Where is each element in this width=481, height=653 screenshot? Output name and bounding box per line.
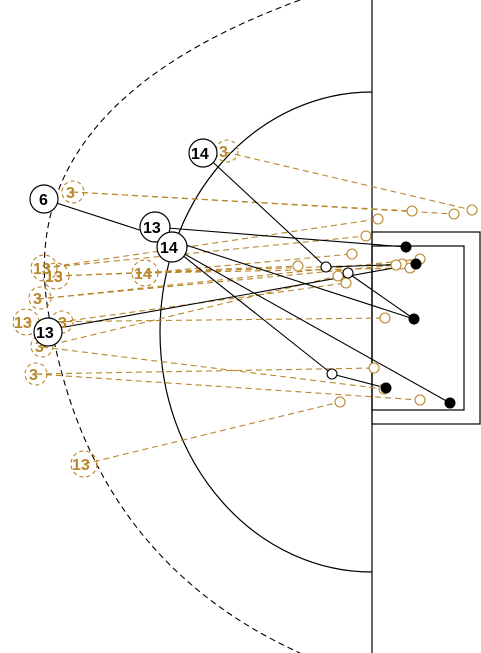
svg-text:3: 3	[33, 291, 42, 308]
svg-text:3: 3	[29, 367, 38, 384]
black-players: 14 6 13 14 13	[29, 138, 218, 347]
svg-text:13: 13	[143, 220, 161, 237]
svg-text:3: 3	[66, 185, 75, 202]
svg-text:14: 14	[160, 240, 178, 257]
black-player-14-top: 14	[188, 138, 218, 168]
svg-text:14: 14	[191, 146, 209, 163]
svg-text:14: 14	[134, 266, 152, 283]
gold-player-13-a: 13	[30, 254, 58, 282]
svg-text:3: 3	[219, 144, 228, 161]
black-player-6: 6	[29, 184, 59, 214]
svg-text:13: 13	[72, 457, 90, 474]
gold-player-14: 14	[131, 259, 159, 287]
black-shot-markers	[320, 241, 456, 409]
gold-player-3-a: 3	[215, 139, 239, 163]
gold-player-13-b: 13	[42, 262, 70, 290]
svg-text:13: 13	[14, 315, 32, 332]
svg-text:13: 13	[45, 269, 63, 286]
goal-inner-box	[371, 245, 465, 411]
gold-player-3-f: 3	[24, 362, 48, 386]
gold-players: 3 3 13 13 14 3 13 3	[12, 139, 239, 478]
gold-shot-markers	[292, 204, 478, 408]
svg-text:3: 3	[58, 315, 67, 332]
gold-player-3-b: 3	[61, 180, 85, 204]
six-meter-arc	[159, 91, 373, 573]
svg-text:3: 3	[35, 339, 44, 356]
black-player-13-mid: 13	[139, 211, 171, 243]
nine-meter-dashed-arc	[43, 0, 301, 653]
gold-player-13-d: 13	[70, 450, 98, 478]
black-shot-lines	[43, 152, 451, 404]
svg-text:6: 6	[39, 192, 48, 209]
svg-text:13: 13	[33, 261, 51, 278]
black-player-13-left: 13	[33, 317, 63, 347]
gold-player-3-c: 3	[28, 286, 52, 310]
svg-text:13: 13	[36, 325, 54, 342]
black-player-14-mid: 14	[156, 231, 188, 263]
